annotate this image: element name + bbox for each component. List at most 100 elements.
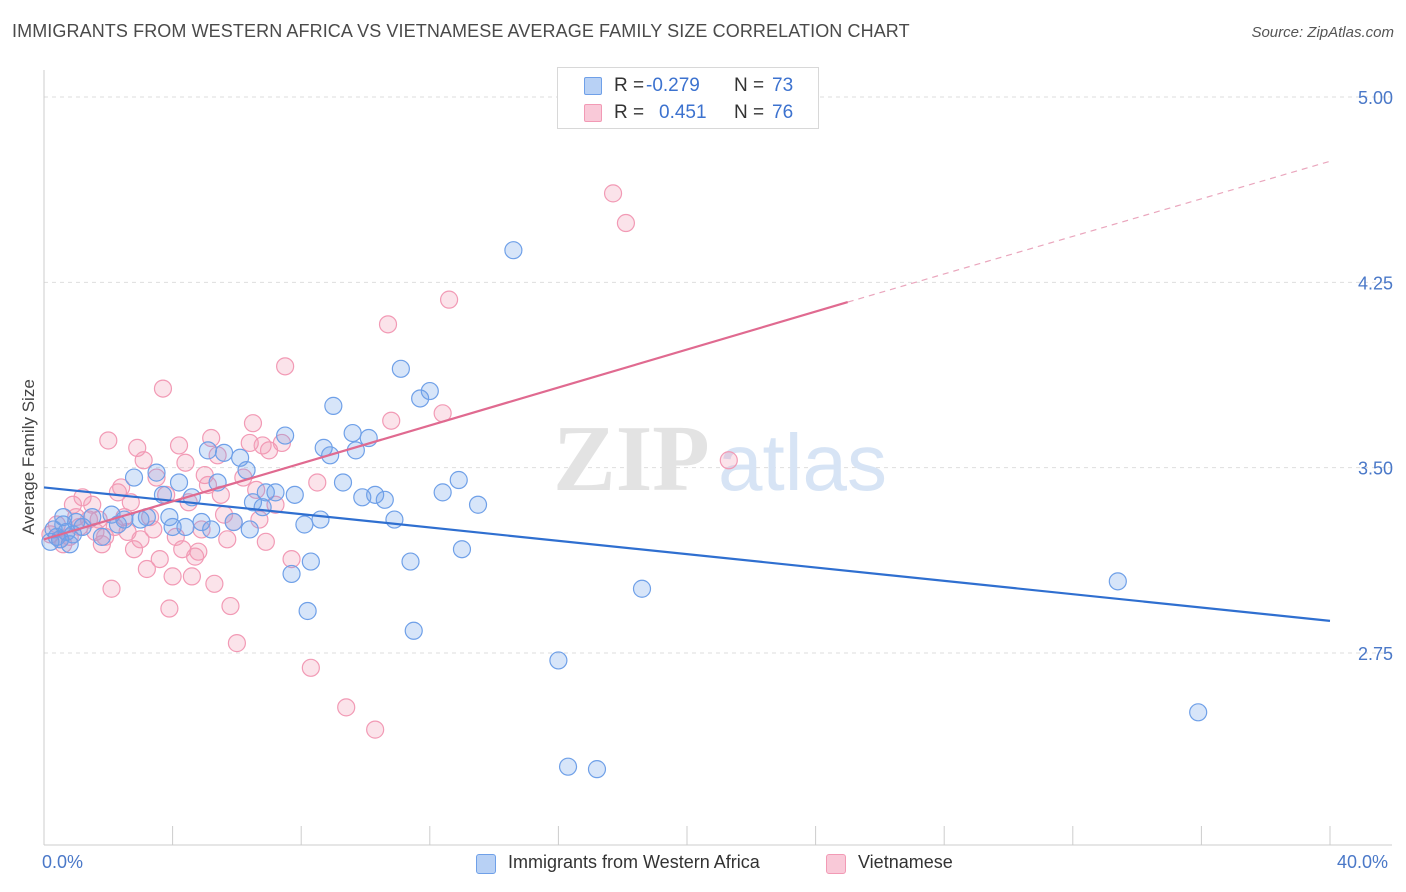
pink-point-22: [121, 493, 140, 512]
blue-point-72: [54, 507, 73, 527]
blue-point-32: [240, 520, 259, 539]
blue-point-52: [366, 485, 385, 504]
legend-n-label: N =: [734, 75, 765, 96]
pink-point-25: [131, 530, 150, 549]
pink-point-48: [205, 574, 224, 593]
blue-point-36: [266, 483, 285, 502]
pink-point-39: [176, 453, 195, 472]
pink-point-77: [439, 290, 459, 309]
axes: [43, 70, 1392, 846]
y-tick-label-0: 5.00: [1358, 88, 1393, 108]
blue-point-33: [243, 493, 263, 512]
legend-r-value: -0.279: [646, 75, 700, 96]
pink-point-58: [243, 414, 263, 433]
pink-point-76: [616, 213, 636, 233]
pink-point-53: [221, 596, 240, 616]
series-western-africa-points: [41, 241, 1208, 779]
pink-point-68: [301, 658, 320, 677]
pink-point-71: [366, 720, 385, 739]
pink-point-43: [189, 542, 208, 561]
bottom-legend-label: Vietnamese: [858, 852, 953, 872]
pink-point-15: [99, 431, 118, 450]
legend-n-value: 73: [772, 75, 794, 96]
blue-point-55: [391, 359, 410, 378]
blue-point-26: [202, 520, 221, 539]
legend-n-label: N =: [734, 102, 765, 123]
pink-point-55: [227, 634, 246, 653]
x-tick-label-right: 40.0%: [1337, 852, 1389, 872]
bottom-legend-label: Immigrants from Western Africa: [508, 852, 760, 872]
blue-point-57: [404, 621, 423, 640]
blue-point-56: [401, 552, 420, 571]
pink-point-8: [73, 488, 92, 507]
blue-point-67: [587, 760, 607, 779]
watermark-zip: ZIP: [553, 407, 710, 511]
blue-point-62: [452, 540, 472, 559]
legend-r-label: R =: [614, 75, 645, 96]
y-tick-label-2: 3.50: [1358, 459, 1393, 479]
pink-point-52: [218, 530, 237, 549]
pink-point-41: [182, 567, 201, 586]
pink-point-30: [147, 468, 166, 487]
blue-point-17: [147, 463, 166, 482]
blue-point-14: [124, 468, 144, 487]
pink-point-31: [150, 549, 169, 569]
pink-point-16: [102, 579, 121, 598]
blue-point-66: [558, 757, 578, 776]
blue-point-41: [298, 601, 317, 621]
y-tick-label-1: 4.25: [1358, 273, 1393, 293]
pink-point-73: [382, 411, 401, 430]
blue-point-53: [375, 490, 394, 509]
blue-point-64: [504, 241, 523, 260]
blue-point-63: [468, 495, 488, 514]
blue-point-43: [311, 510, 330, 529]
pink-point-70: [337, 698, 356, 717]
blue-point-29: [224, 512, 243, 532]
pink-point-32: [153, 379, 173, 398]
blue-point-24: [192, 512, 211, 532]
pink-point-69: [308, 473, 327, 492]
blue-point-22: [176, 517, 195, 537]
pink-point-34: [160, 599, 179, 618]
trend-line-vietnamese: [43, 301, 849, 541]
stats-legend: R = -0.279 N = 73 R = 0.451 N = 76: [557, 67, 819, 129]
blue-point-58: [411, 389, 430, 408]
series-vietnamese-points: [41, 184, 738, 739]
blue-point-25: [198, 441, 218, 460]
blue-point-70: [1189, 703, 1208, 722]
bottom-legend-swatch-blue: [476, 854, 496, 874]
trend-line-vietnamese-extension: [847, 160, 1331, 303]
blue-point-46: [324, 396, 343, 415]
y-tick-labels: 5.00 4.25 3.50 2.75: [1358, 88, 1393, 664]
x-tick-label-left: 0.0%: [42, 852, 84, 872]
legend-r-value: 0.451: [659, 102, 707, 123]
watermark: ZIP atlas: [553, 407, 887, 511]
pink-point-75: [603, 184, 623, 203]
pink-point-78: [719, 451, 738, 470]
y-tick-label-3: 2.75: [1358, 644, 1393, 664]
blue-point-38: [282, 564, 301, 584]
pink-point-62: [256, 532, 275, 551]
blue-point-60: [433, 483, 452, 502]
blue-point-19: [160, 507, 179, 527]
blue-point-59: [420, 381, 439, 401]
blue-point-31: [237, 461, 256, 480]
blue-point-28: [214, 443, 234, 462]
blue-point-21: [169, 473, 189, 492]
blue-point-35: [256, 483, 275, 502]
blue-point-37: [276, 426, 295, 445]
blue-point-40: [295, 515, 314, 534]
blue-point-65: [549, 651, 568, 670]
blue-point-34: [253, 498, 272, 517]
trend-lines: [43, 160, 1331, 622]
pink-point-42: [186, 547, 205, 566]
blue-point-61: [449, 470, 468, 490]
blue-point-42: [301, 552, 320, 571]
chart-title: IMMIGRANTS FROM WESTERN AFRICA VS VIETNA…: [12, 21, 910, 41]
legend-swatch-pink: [584, 104, 602, 122]
pink-point-23: [124, 540, 144, 559]
blue-point-69: [1108, 572, 1127, 591]
bottom-legend-swatch-pink: [826, 854, 846, 874]
pink-point-37: [169, 436, 189, 455]
